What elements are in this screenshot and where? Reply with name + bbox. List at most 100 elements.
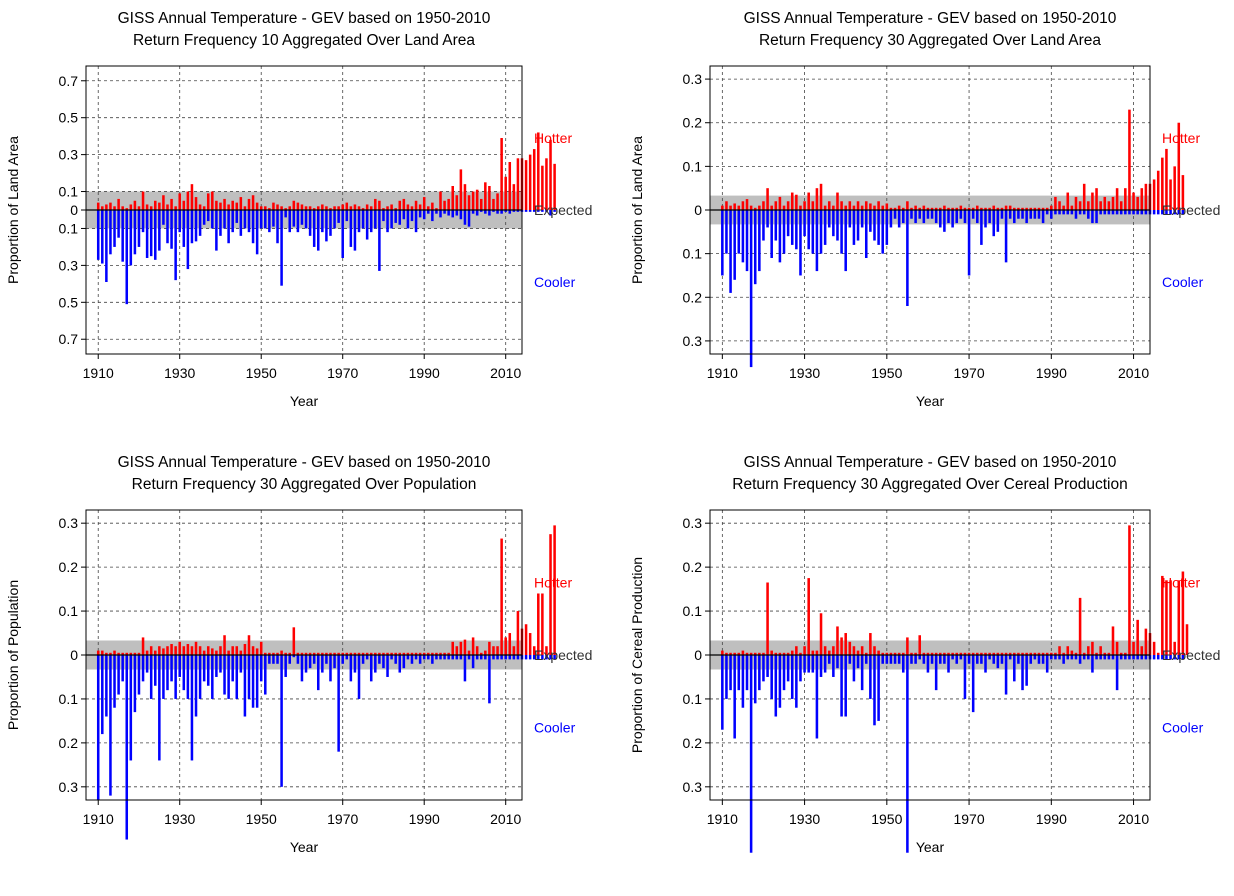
- hotter-bar: [881, 205, 884, 210]
- y-tick-label: 0.2: [683, 289, 703, 305]
- cooler-bar: [170, 210, 173, 249]
- hotter-bar: [410, 206, 414, 210]
- x-tick-label: 1950: [246, 365, 277, 381]
- cooler-bar: [113, 655, 116, 708]
- cooler-bar: [1070, 655, 1074, 660]
- hotter-bar: [219, 646, 222, 655]
- hotter-bar: [170, 644, 173, 655]
- hotter-bar: [121, 652, 124, 655]
- cooler-bar: [782, 655, 786, 691]
- cooler-bar: [292, 210, 296, 227]
- hotter-bar: [484, 650, 487, 655]
- cooler-bar: [1173, 655, 1176, 660]
- cooler-bar: [955, 210, 959, 224]
- hotter-bar: [276, 204, 279, 210]
- hotter-bar: [492, 198, 495, 210]
- hotter-bar: [227, 650, 230, 655]
- cooler-bar: [918, 655, 921, 660]
- cooler-bar: [545, 655, 548, 660]
- expected-label: Expected: [1162, 647, 1220, 663]
- cooler-bar: [316, 210, 320, 251]
- hotter-bar: [803, 201, 806, 210]
- cooler-bar: [280, 655, 283, 787]
- hotter-bar: [832, 646, 835, 655]
- cooler-bar: [276, 210, 279, 244]
- cooler-bar: [799, 655, 802, 682]
- y-axis-label: Proportion of Land Area: [629, 136, 645, 284]
- hotter-bar: [162, 648, 165, 655]
- cooler-bar: [125, 210, 129, 305]
- hotter-bar: [414, 200, 418, 210]
- cooler-bar: [524, 655, 528, 660]
- cooler-bar: [856, 655, 860, 669]
- hotter-bar: [778, 196, 782, 210]
- hotter-bar: [117, 652, 120, 655]
- x-tick-label: 1990: [409, 365, 440, 381]
- hotter-bar: [101, 650, 104, 655]
- cooler-bar: [231, 655, 234, 682]
- cooler-bar: [182, 655, 186, 691]
- hotter-bar: [439, 652, 442, 655]
- hotter-bar: [980, 207, 983, 210]
- cooler-bar: [988, 210, 991, 224]
- hotter-bar: [1099, 201, 1102, 210]
- cooler-bar: [1017, 655, 1020, 664]
- cooler-bar: [725, 655, 728, 699]
- hotter-bar: [1066, 646, 1070, 655]
- hotter-bar: [500, 138, 503, 210]
- hotter-bar: [918, 207, 921, 210]
- hotter-bar: [1004, 205, 1008, 210]
- hotter-bar: [1099, 646, 1102, 655]
- hotter-bar: [971, 652, 975, 655]
- cooler-bar: [897, 210, 901, 228]
- cooler-bar: [881, 655, 884, 664]
- hotter-bar: [1103, 196, 1107, 210]
- hotter-bar: [1111, 196, 1115, 210]
- cooler-bar: [162, 655, 165, 699]
- cooler-bar: [235, 655, 239, 699]
- hotter-bar: [1177, 122, 1181, 210]
- cooler-bar: [532, 210, 536, 212]
- hotter-bar: [971, 207, 975, 210]
- cooler-bar: [154, 210, 157, 260]
- cooler-bar: [504, 655, 507, 660]
- x-tick-label: 1930: [164, 365, 195, 381]
- hotter-bar: [280, 650, 283, 655]
- hotter-bar: [479, 198, 483, 210]
- hotter-bar: [947, 652, 950, 655]
- cooler-bar: [980, 655, 983, 664]
- hotter-bar: [133, 652, 137, 655]
- cooler-bar: [996, 210, 1000, 232]
- cooler-bar: [1078, 655, 1082, 664]
- hotter-bar: [963, 652, 967, 655]
- cooler-bar: [96, 655, 100, 800]
- hotter-bar: [141, 637, 145, 655]
- cooler-bar: [947, 210, 950, 224]
- cooler-bar: [1066, 210, 1070, 215]
- hotter-bar: [382, 652, 385, 655]
- cooler-bar: [422, 210, 426, 220]
- hotter-bar: [369, 652, 373, 655]
- y-tick-label: 0.3: [59, 257, 79, 273]
- hotter-bar: [190, 646, 194, 655]
- hotter-label: Hotter: [534, 130, 572, 146]
- hotter-bar: [786, 652, 790, 655]
- cooler-bar: [1004, 210, 1008, 263]
- hotter-bar: [996, 652, 1000, 655]
- cooler-bar: [934, 655, 938, 691]
- hotter-bar: [1029, 652, 1033, 655]
- cooler-bar: [1181, 210, 1185, 215]
- cooler-bar: [984, 210, 987, 228]
- hotter-bar: [1161, 157, 1164, 210]
- hotter-bar: [807, 192, 810, 210]
- cooler-bar: [496, 210, 499, 214]
- cooler-bar: [137, 655, 141, 695]
- hotter-bar: [235, 646, 239, 655]
- hotter-bar: [378, 652, 381, 655]
- hotter-bar: [96, 202, 100, 210]
- cooler-bar: [284, 655, 287, 677]
- y-tick-label: 0.7: [59, 331, 79, 347]
- cooler-bar: [394, 655, 397, 664]
- cooler-bar: [869, 210, 872, 232]
- cooler-bar: [304, 210, 308, 229]
